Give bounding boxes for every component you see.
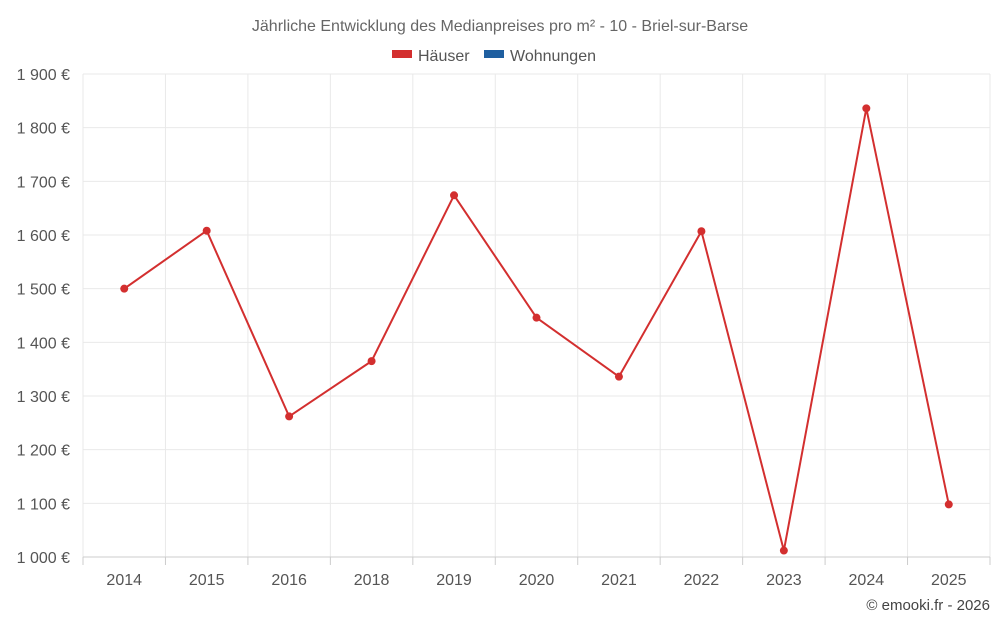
legend-swatch-wohnungen: [484, 50, 504, 58]
data-point-haeuser[interactable]: [532, 313, 541, 322]
x-tick-label: 2014: [106, 572, 142, 589]
y-tick-label: 1 300 €: [17, 389, 70, 406]
y-tick-label: 1 900 €: [17, 67, 70, 84]
x-tick-label: 2024: [849, 572, 885, 589]
data-point-haeuser[interactable]: [779, 546, 788, 555]
series-haeuser: [120, 104, 953, 555]
x-tick-label: 2023: [766, 572, 802, 589]
data-point-haeuser[interactable]: [614, 372, 623, 381]
legend: Häuser Wohnungen: [392, 48, 596, 65]
credit-text: © emooki.fr - 2026: [866, 597, 990, 614]
y-tick-label: 1 100 €: [17, 496, 70, 513]
data-point-haeuser[interactable]: [367, 357, 376, 366]
y-tick-label: 1 600 €: [17, 228, 70, 245]
x-tick-label: 2020: [519, 572, 555, 589]
x-tick-label: 2025: [931, 572, 967, 589]
legend-item-haeuser[interactable]: Häuser: [392, 48, 470, 65]
y-tick-label: 1 500 €: [17, 282, 70, 299]
y-tick-label: 1 800 €: [17, 121, 70, 138]
y-tick-label: 1 000 €: [17, 550, 70, 567]
data-point-haeuser[interactable]: [697, 227, 706, 236]
data-point-haeuser[interactable]: [450, 191, 459, 200]
legend-item-wohnungen[interactable]: Wohnungen: [484, 48, 596, 65]
data-point-haeuser[interactable]: [120, 284, 129, 293]
data-point-haeuser[interactable]: [944, 500, 953, 509]
legend-label-wohnungen: Wohnungen: [510, 48, 596, 65]
y-axis: 1 000 € 1 100 € 1 200 € 1 300 € 1 400 € 1 500…: [17, 67, 70, 567]
y-tick-label: 1 700 €: [17, 174, 70, 191]
x-tick-label: 2021: [601, 572, 637, 589]
x-tick-label: 2015: [189, 572, 225, 589]
data-point-haeuser[interactable]: [285, 412, 294, 421]
x-tick-label: 2019: [436, 572, 472, 589]
x-tick-label: 2022: [684, 572, 720, 589]
legend-label-haeuser: Häuser: [418, 48, 470, 65]
y-tick-label: 1 400 €: [17, 335, 70, 352]
x-tick-label: 2016: [271, 572, 307, 589]
x-axis: 2014 2015 2016 2018 2019 2020 2021 2022 2023 2024…: [82, 556, 991, 589]
data-point-haeuser[interactable]: [202, 226, 211, 235]
legend-swatch-haeuser: [392, 50, 412, 58]
y-tick-label: 1 200 €: [17, 443, 70, 460]
chart-title: Jährliche Entwicklung des Medianpreises …: [252, 18, 748, 35]
data-point-haeuser[interactable]: [862, 104, 871, 113]
grid: [82, 73, 991, 558]
x-tick-label: 2018: [354, 572, 390, 589]
